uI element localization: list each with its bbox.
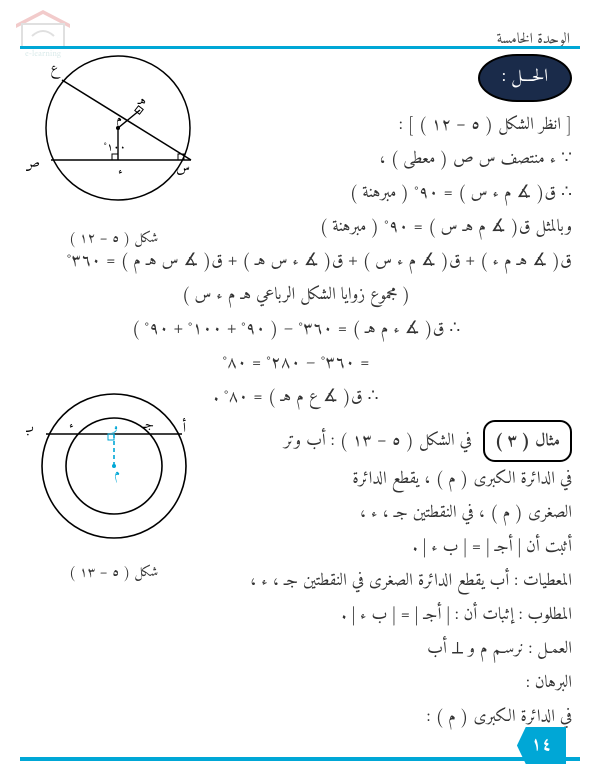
line-3: ∴ ق( ∡ م ء س ) = ٩٠° ( مبرهنة ): [200, 176, 572, 210]
line-4: وبالمثل ق( ∡ م هـ س ) = ٩٠° ( مبرهنة ): [200, 210, 572, 244]
line-2: ∵ ء منتصف س ص ( معطى ) ،: [200, 142, 572, 176]
fig2-label-c: جـ: [142, 414, 154, 437]
fig1-label-m: م: [116, 108, 122, 131]
solution-badge: الحـــل :: [478, 54, 572, 102]
figure-5-12-caption: شكل ( ٥ – ١٢ ): [26, 225, 201, 253]
figure-5-12: م هـ ع ء س ص ١٠٠° شكل ( ٥ – ١٢ ): [26, 50, 201, 253]
figure-5-13: أ ب جـ ء و م شكل ( ٥ – ١٣ ): [26, 384, 201, 587]
figure-5-13-caption: شكل ( ٥ – ١٣ ): [26, 559, 201, 587]
fig1-label-a: ع: [50, 56, 61, 81]
ex-line-5: المطلوب : إثبات أن : | أجـ | = | ب ء | .: [20, 598, 572, 632]
line-8: = ٣٦٠° − ٢٨٠° = ٨٠°: [20, 346, 572, 380]
line-6: ( مجموع زوايا الشكل الرباعي هـ م ء س ): [20, 278, 572, 312]
content-area: م هـ ع ء س ص ١٠٠° شكل ( ٥ – ١٢ ): [20, 54, 572, 717]
fig1-label-d: ء: [118, 160, 123, 183]
line-7: ∴ ق( ∡ ء م هـ ) = ٣٦٠° − ( ٩٠° + ١٠٠° + …: [20, 312, 572, 346]
ex-line-7: البرهان :: [20, 666, 572, 700]
fig2-label-b: ب: [26, 416, 34, 441]
ex-line-3: أثبت أن | أجـ | = | ب ء | .: [200, 530, 572, 564]
page-number: ١٤: [517, 727, 566, 764]
example-badge: مثال ( ٣ ): [483, 420, 572, 462]
top-rule: [20, 46, 580, 49]
line-1: [ انظر الشكل ( ٥ – ١٢ ) ] :: [200, 108, 572, 142]
fig2-label-m: م: [114, 462, 120, 485]
example-intro: في الشكل ( ٥ – ١٣ ) : أب وتر: [284, 426, 472, 456]
footer-bar: [20, 757, 580, 761]
ex-line-6: العمـل : نرسـم م و ⟂ أب: [20, 632, 572, 666]
page-footer: ١٤: [20, 757, 580, 761]
fig1-angle: ١٠٠°: [104, 138, 126, 157]
fig2-label-d: ء: [69, 414, 74, 437]
ex-line-8: في الدائرة الكبرى ( م ) :: [20, 700, 572, 734]
fig2-label-a: أ: [183, 416, 187, 441]
ex-line-2: الصغرى ( م ) ، في النقطتين جـ ، ء ،: [200, 496, 572, 530]
fig1-label-s: س: [176, 156, 190, 181]
fig1-label-sad: ص: [26, 152, 40, 177]
ex-line-1: في الدائرة الكبرى ( م ) ، يقطع الدائرة: [200, 462, 572, 496]
page: e-learning الوحدة الخامسة: [0, 0, 600, 777]
fig2-label-w: و: [111, 416, 118, 439]
fig1-label-h: هـ: [137, 90, 146, 113]
